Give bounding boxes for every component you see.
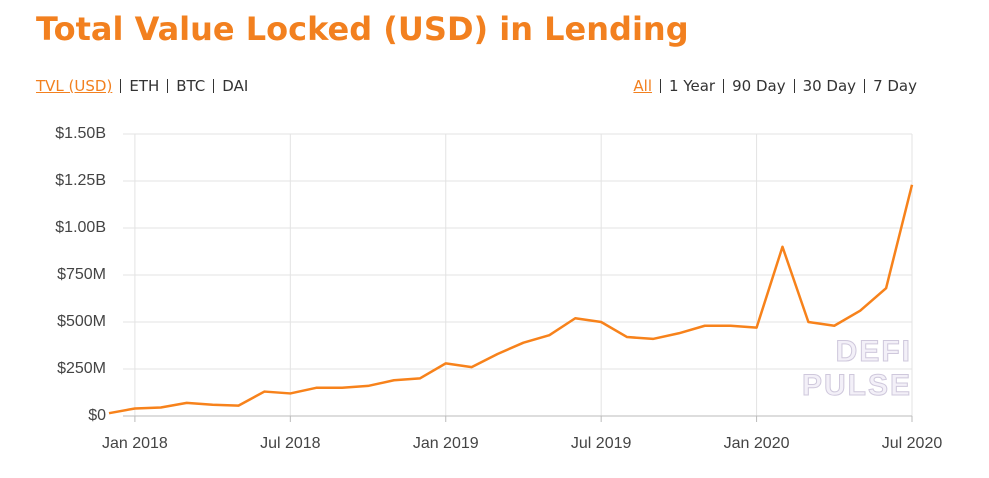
metric-tabs: TVL (USD) ETH BTC DAI (36, 77, 248, 95)
x-tick-label: Jan 2020 (724, 435, 790, 452)
x-tick-label: Jul 2020 (882, 435, 943, 452)
range-tab[interactable]: 1 Year (669, 77, 716, 95)
x-tick-label: Jul 2019 (571, 435, 632, 452)
separator (120, 79, 122, 93)
y-tick-label: $500M (57, 313, 106, 330)
range-tabs: All 1 Year 90 Day 30 Day 7 Day (633, 77, 917, 95)
line (108, 184, 914, 415)
y-tick-label: $750M (57, 266, 106, 283)
separator (213, 79, 215, 93)
separator (723, 79, 725, 93)
y-tick-label: $1.00B (55, 219, 106, 236)
watermark: PULSE (802, 369, 912, 402)
watermark: DEFI (836, 335, 912, 368)
range-tab[interactable]: 7 Day (873, 77, 917, 95)
y-tick-label: $1.25B (55, 172, 106, 189)
separator (660, 79, 662, 93)
metric-tab[interactable]: BTC (176, 77, 206, 95)
metric-tab[interactable]: TVL (USD) (36, 77, 113, 95)
x-tick-label: Jan 2018 (102, 435, 168, 452)
x-tick-label: Jul 2018 (260, 435, 321, 452)
metric-tab[interactable]: DAI (222, 77, 249, 95)
separator (864, 79, 866, 93)
range-tab[interactable]: 30 Day (802, 77, 857, 95)
range-tab[interactable]: 90 Day (732, 77, 786, 95)
page-title: Total Value Locked (USD) in Lending (36, 10, 689, 48)
separator (167, 79, 169, 93)
range-tab[interactable]: All (633, 77, 653, 95)
metric-tab[interactable]: ETH (129, 77, 160, 95)
y-tick-label: $250M (57, 360, 106, 377)
y-tick-label: $1.50B (55, 125, 106, 142)
y-tick-label: $0 (88, 407, 106, 424)
x-tick-label: Jan 2019 (413, 435, 479, 452)
separator (793, 79, 795, 93)
